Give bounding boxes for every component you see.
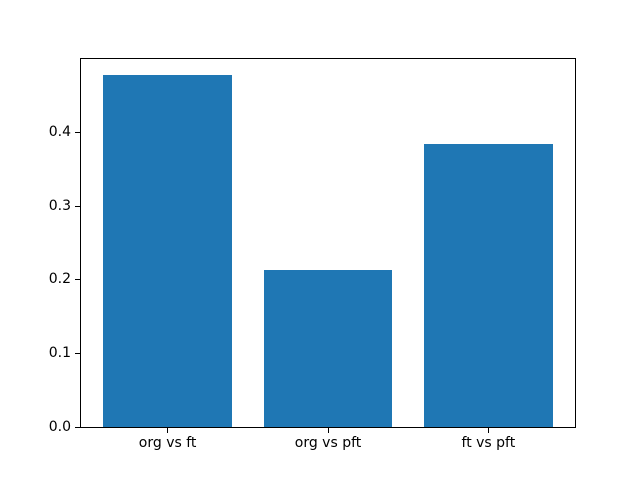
y-tick-mark — [75, 279, 80, 281]
y-tick-mark — [75, 132, 80, 134]
x-tick-mark — [167, 428, 169, 433]
y-tick-label: 0.0 — [48, 418, 71, 435]
y-tick-label: 0.1 — [48, 344, 71, 361]
y-tick-label: 0.3 — [48, 197, 71, 214]
x-tick-label-org-vs-ft: org vs ft — [138, 435, 197, 451]
y-tick-mark — [75, 426, 80, 428]
y-tick-label: 0.4 — [48, 124, 71, 141]
y-tick-mark — [75, 352, 80, 354]
bar-org-vs-pft — [263, 269, 393, 427]
x-tick-mark — [487, 428, 489, 433]
plot-area: 0.0 0.1 0.2 0.3 0.4 org vs ft org vs pft ft vs … — [49, 58, 576, 451]
y-tick-label: 0.2 — [48, 271, 71, 288]
bar-ft-vs-pft — [424, 143, 553, 427]
y-tick-mark — [75, 205, 80, 207]
x-tick-label-ft-vs-pft: ft vs pft — [461, 435, 516, 451]
bar-org-vs-ft — [103, 75, 232, 427]
x-tick-mark — [327, 428, 329, 433]
bars-container — [81, 59, 575, 427]
x-tick-label-org-vs-pft: org vs pft — [294, 435, 362, 451]
